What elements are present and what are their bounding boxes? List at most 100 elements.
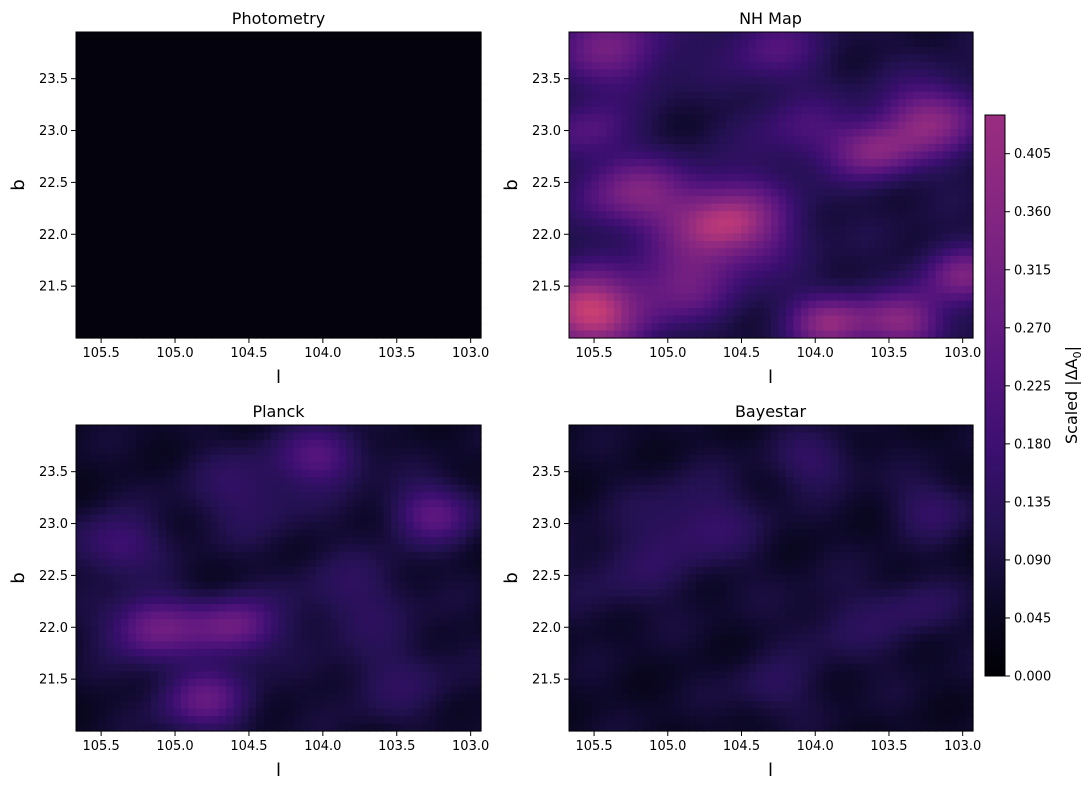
heatmap-cell bbox=[905, 278, 914, 287]
heatmap-cell bbox=[466, 240, 475, 250]
heatmap-cell bbox=[406, 278, 415, 287]
heatmap-cell bbox=[688, 308, 697, 317]
heatmap-cell bbox=[890, 308, 899, 317]
heatmap-cell bbox=[113, 308, 122, 317]
heatmap-cell bbox=[121, 270, 130, 279]
heatmap-cell bbox=[451, 477, 460, 486]
heatmap-cell bbox=[233, 143, 242, 153]
heatmap-cell bbox=[346, 91, 355, 100]
heatmap-cell bbox=[853, 300, 862, 309]
heatmap-cell bbox=[651, 143, 660, 153]
heatmap-cell bbox=[91, 330, 100, 339]
heatmap-cell bbox=[98, 285, 107, 294]
heatmap-cell bbox=[323, 447, 332, 456]
heatmap-cell bbox=[136, 308, 145, 317]
heatmap-cell bbox=[845, 99, 854, 108]
heatmap-cell bbox=[681, 248, 690, 257]
heatmap-cell bbox=[845, 121, 854, 130]
heatmap-cell bbox=[606, 240, 615, 250]
heatmap-cell bbox=[338, 255, 347, 264]
heatmap-cell bbox=[211, 121, 220, 130]
heatmap-cell bbox=[241, 158, 250, 167]
heatmap-cell bbox=[166, 432, 175, 441]
heatmap-cell bbox=[361, 226, 370, 235]
heatmap-cell bbox=[406, 143, 415, 153]
heatmap-cell bbox=[293, 447, 302, 456]
heatmap-cell bbox=[583, 84, 593, 93]
heatmap-cell bbox=[263, 211, 272, 220]
heatmap-cell bbox=[173, 69, 182, 78]
heatmap-cell bbox=[741, 218, 750, 227]
heatmap-cell bbox=[218, 293, 227, 302]
heatmap-cell bbox=[308, 84, 317, 93]
heatmap-cell bbox=[136, 99, 145, 108]
heatmap-cell bbox=[688, 248, 697, 257]
heatmap-cell bbox=[875, 270, 884, 279]
heatmap-cell bbox=[128, 285, 137, 294]
heatmap-cell bbox=[711, 285, 720, 294]
heatmap-cell bbox=[376, 188, 385, 197]
heatmap-cell bbox=[696, 255, 705, 264]
heatmap-cell bbox=[406, 61, 415, 70]
heatmap-cell bbox=[726, 99, 735, 108]
heatmap-cell bbox=[368, 158, 377, 167]
heatmap-cell bbox=[688, 54, 697, 63]
heatmap-cell bbox=[726, 173, 735, 182]
heatmap-cell bbox=[128, 61, 137, 70]
heatmap-cell bbox=[263, 196, 272, 205]
heatmap-cell bbox=[598, 323, 608, 332]
heatmap-cell bbox=[898, 278, 907, 287]
heatmap-cell bbox=[158, 315, 167, 324]
heatmap-cell bbox=[598, 233, 608, 242]
heatmap-cell bbox=[293, 39, 302, 48]
heatmap-cell bbox=[598, 91, 608, 100]
heatmap-cell bbox=[143, 300, 152, 309]
heatmap-cell bbox=[278, 99, 287, 108]
heatmap-cell bbox=[458, 32, 467, 41]
heatmap-cell bbox=[316, 315, 325, 324]
heatmap-cell bbox=[218, 447, 227, 456]
heatmap-cell bbox=[331, 32, 340, 41]
heatmap-cell bbox=[591, 136, 600, 145]
heatmap-cell bbox=[76, 158, 85, 167]
heatmap-cell bbox=[346, 432, 355, 441]
heatmap-cell bbox=[606, 69, 615, 78]
heatmap-cell bbox=[383, 285, 392, 294]
heatmap-cell bbox=[451, 285, 460, 294]
heatmap-cell bbox=[771, 181, 780, 190]
heatmap-cell bbox=[443, 285, 452, 294]
heatmap-cell bbox=[256, 106, 265, 115]
heatmap-cell bbox=[91, 425, 100, 434]
heatmap-cell bbox=[398, 61, 407, 70]
heatmap-cell bbox=[576, 323, 585, 332]
heatmap-cell bbox=[218, 492, 227, 501]
heatmap-cell bbox=[651, 285, 660, 294]
heatmap-cell bbox=[868, 240, 877, 250]
heatmap-cell bbox=[181, 300, 190, 309]
heatmap-cell bbox=[853, 181, 862, 190]
heatmap-cell bbox=[823, 46, 832, 55]
heatmap-cell bbox=[711, 114, 720, 123]
heatmap-cell bbox=[569, 248, 578, 257]
heatmap-cell bbox=[473, 477, 482, 486]
heatmap-cell bbox=[398, 188, 407, 197]
heatmap-cell bbox=[143, 492, 152, 501]
heatmap-cell bbox=[346, 484, 355, 493]
heatmap-cell bbox=[726, 61, 735, 70]
heatmap-cell bbox=[666, 263, 675, 272]
heatmap-cell bbox=[443, 32, 452, 41]
heatmap-cell bbox=[688, 114, 697, 123]
heatmap-cell bbox=[771, 151, 780, 160]
heatmap-cell bbox=[598, 255, 608, 264]
heatmap-cell bbox=[98, 323, 107, 332]
heatmap-cell bbox=[785, 76, 795, 85]
heatmap-cell bbox=[658, 196, 667, 205]
heatmap-cell bbox=[748, 143, 757, 153]
heatmap-cell bbox=[338, 151, 347, 160]
heatmap-cell bbox=[271, 181, 280, 190]
heatmap-cell bbox=[361, 454, 370, 463]
heatmap-cell bbox=[301, 447, 310, 456]
heatmap-cell bbox=[353, 469, 362, 478]
heatmap-cell bbox=[636, 151, 645, 160]
heatmap-cell bbox=[763, 181, 772, 190]
